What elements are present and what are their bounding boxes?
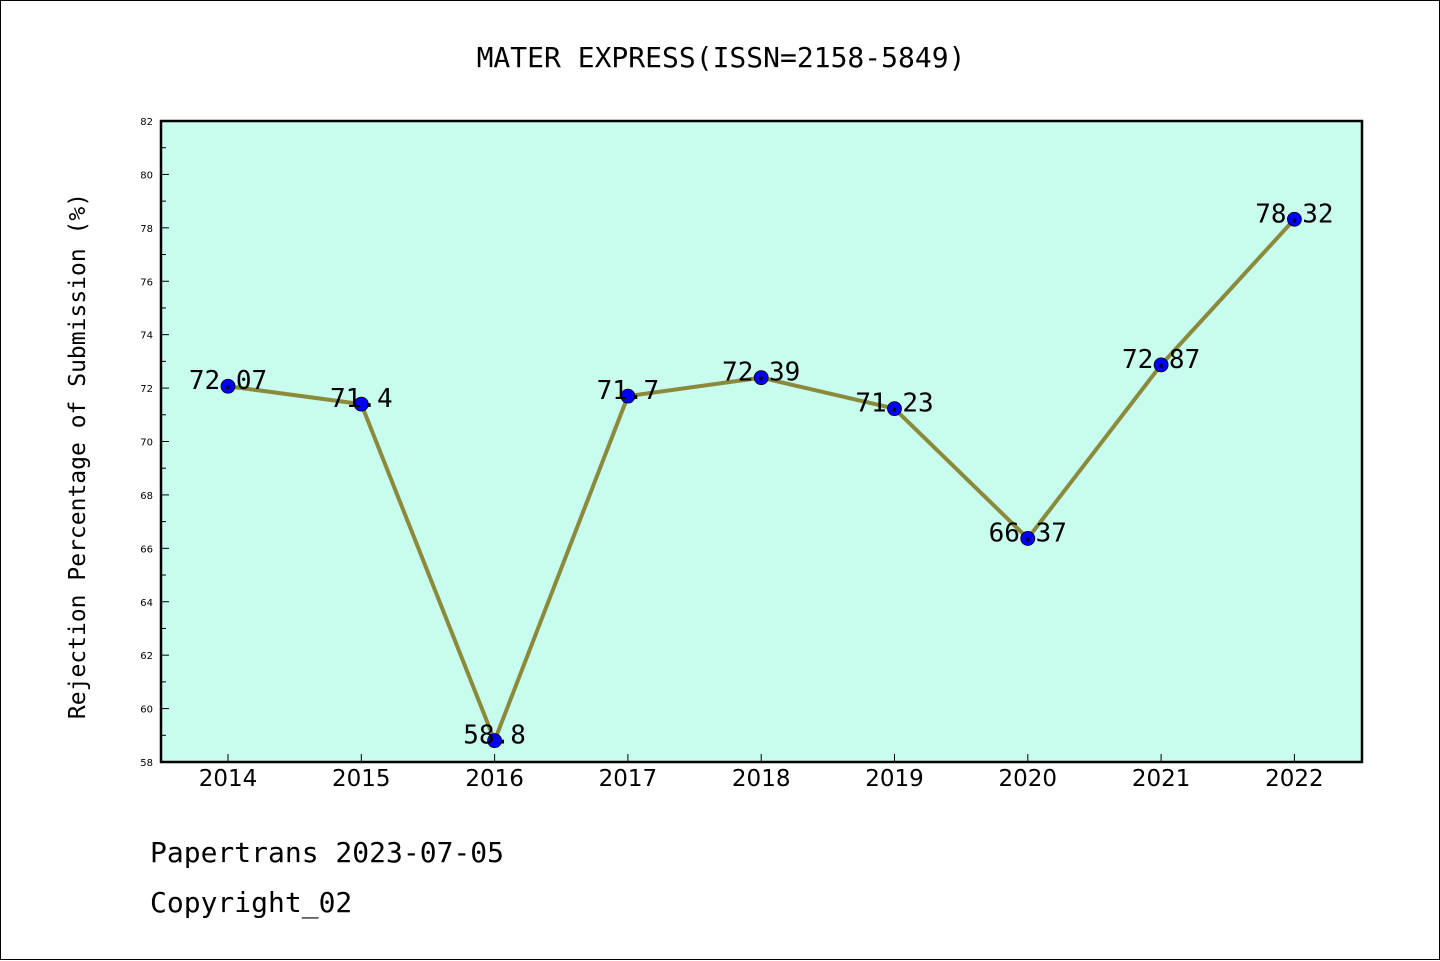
x-tick-label: 2022 [1265,766,1324,792]
data-point [1020,531,1036,546]
y-tick-label: 82 [140,117,153,128]
y-tick-label: 68 [140,491,153,502]
data-point [753,370,769,386]
y-tick-label: 74 [140,331,153,342]
data-point [353,396,369,412]
plot-border [159,119,1364,764]
y-tick-label: 78 [140,224,153,235]
data-label: 71.4 [330,384,393,414]
data-label: 72.39 [722,358,800,388]
data-label: 78.32 [1255,199,1333,229]
data-point [887,401,902,417]
y-axis-label: Rejection Percentage of Submission (%) [65,193,91,719]
y-tick-label: 76 [140,277,153,288]
y-tick-label: 72 [140,384,153,395]
data-point [220,378,236,394]
footer-date: Papertrans 2023-07-05 [150,836,505,869]
data-point [1153,357,1169,373]
plot-area [161,121,1362,762]
x-axis: 2014 2015 2016 2017 2018 2019 2020 2021 2022 [199,754,1324,792]
data-label: 72.07 [189,366,267,396]
data-label: 58.8 [463,721,526,751]
y-tick-label: 64 [140,598,153,609]
y-tick-label: 58 [140,758,153,769]
chart-title: MATER EXPRESS(ISSN=2158-5849) [477,41,966,74]
data-point [487,733,503,749]
x-tick-label: 2020 [999,766,1058,792]
x-tick-label: 2015 [332,766,391,792]
x-tick-label: 2016 [465,766,524,792]
data-label: 71.7 [597,376,660,406]
data-label: 72.87 [1122,345,1200,375]
x-tick-label: 2019 [865,766,924,792]
data-label: 66.37 [989,518,1067,548]
y-axis: 58 60 62 64 66 68 70 72 74 76 78 80 82 [140,117,169,769]
y-tick-label: 70 [140,438,153,449]
x-tick-label: 2018 [732,766,791,792]
y-tick-label: 66 [140,544,153,555]
x-tick-label: 2017 [599,766,658,792]
x-tick-label: 2014 [199,766,258,792]
footer-copyright: Copyright_02 [150,886,353,919]
data-label: 71.23 [855,389,933,419]
y-tick-label: 60 [140,705,153,716]
y-tick-label: 80 [140,170,153,181]
data-point [1287,211,1302,227]
data-series [220,211,1302,749]
data-point [620,388,636,404]
data-labels: 72.07 71.4 58.8 71.7 72.39 71.23 66.37 72.87 78.… [189,199,1334,750]
y-tick-label: 62 [140,651,153,662]
x-tick-label: 2021 [1132,766,1191,792]
